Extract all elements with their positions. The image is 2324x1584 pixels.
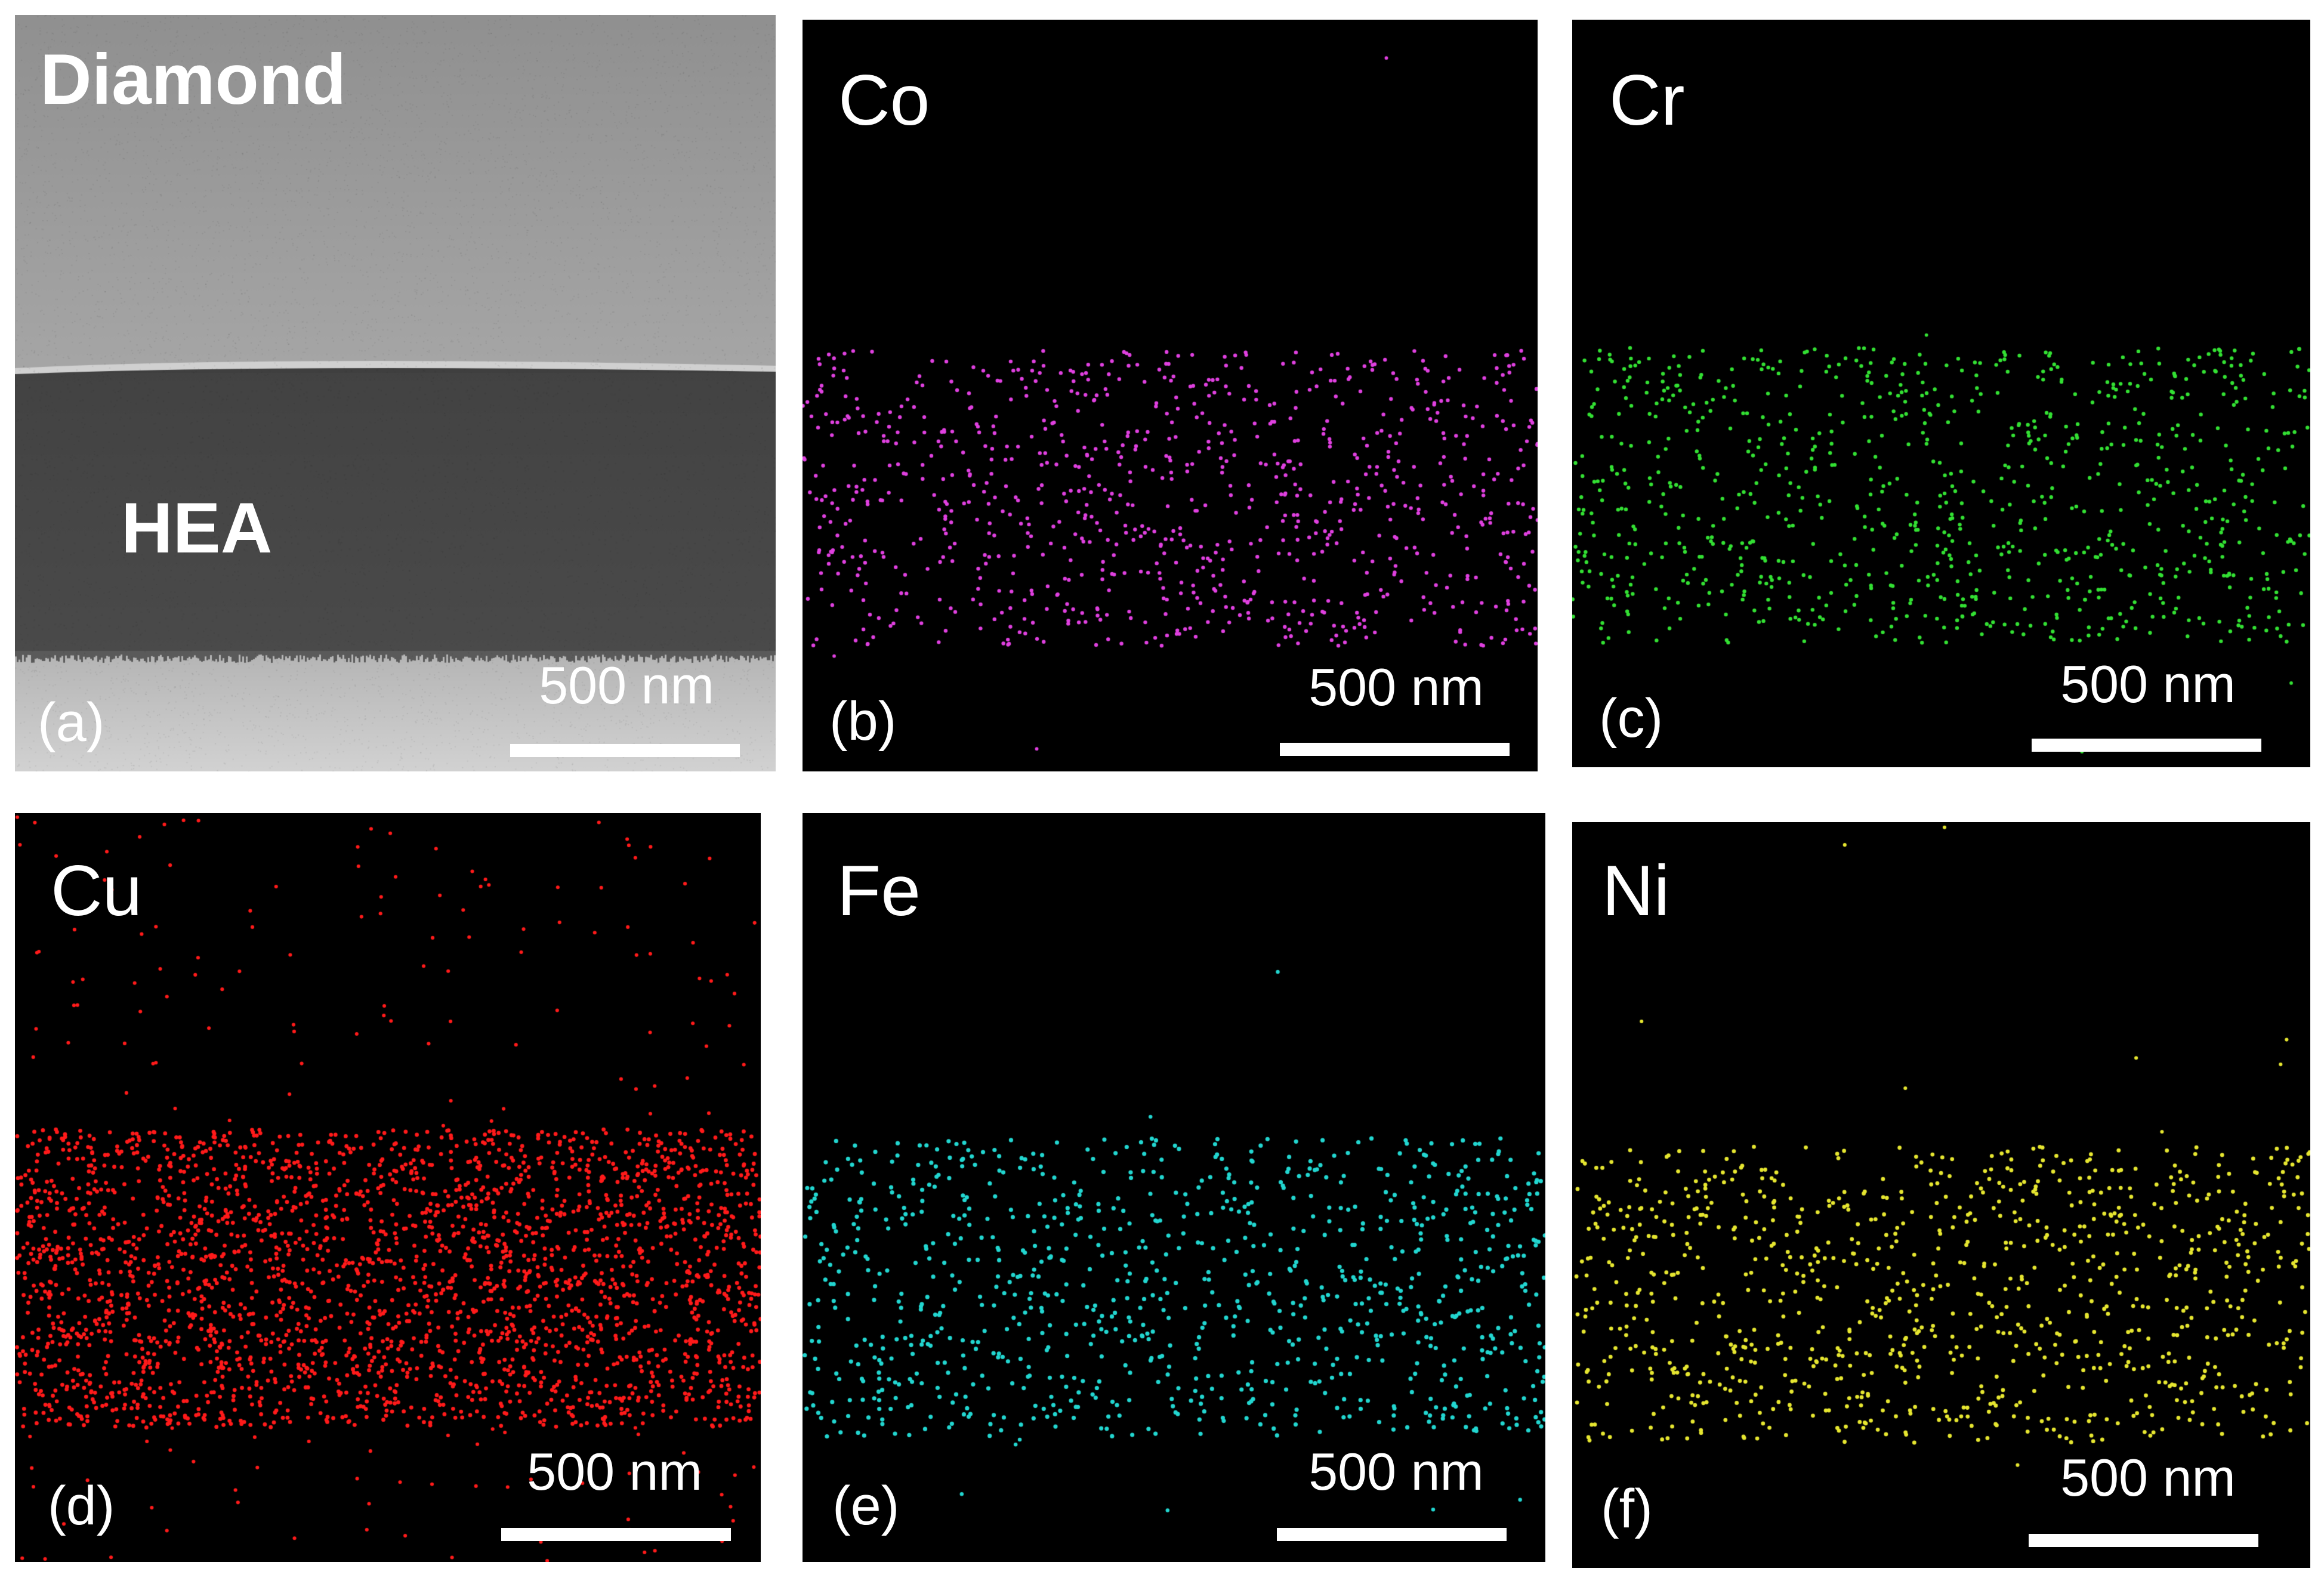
scale-bar — [501, 1528, 731, 1541]
scale-bar-text: 500 nm — [527, 1442, 702, 1501]
panel-label: (b) — [829, 691, 897, 752]
panel-e-fe-map: Fe 500 nm (e) — [803, 813, 1545, 1562]
scale-bar — [1277, 1528, 1507, 1541]
element-label: Cr — [1609, 60, 1685, 140]
element-label: Ni — [1602, 851, 1670, 931]
panel-f-ni-map: Ni 500 nm (f) — [1572, 822, 2310, 1568]
panel-a-stem-image: Diamond HEA 500 nm (a) — [15, 15, 776, 771]
panel-label: (f) — [1601, 1478, 1653, 1539]
panel-label: (d) — [48, 1475, 115, 1536]
scale-bar-text: 500 nm — [539, 656, 714, 715]
element-label: Co — [838, 60, 930, 140]
scale-bar — [2032, 739, 2261, 752]
scale-bar-text: 500 nm — [2060, 1448, 2236, 1507]
element-label: Fe — [837, 851, 921, 931]
cu-dot-map — [15, 813, 761, 1562]
element-label: Cu — [51, 851, 143, 931]
scale-bar-text: 500 nm — [1308, 1442, 1484, 1501]
stem-image-canvas — [15, 15, 776, 771]
ni-dot-map — [1572, 822, 2310, 1568]
scale-bar-text: 500 nm — [2060, 654, 2236, 714]
fe-dot-map — [803, 813, 1545, 1562]
panel-c-cr-map: Cr 500 nm (c) — [1572, 20, 2310, 767]
scale-bar-text: 500 nm — [1308, 657, 1484, 717]
scale-bar — [1280, 743, 1510, 756]
scale-bar — [510, 744, 740, 757]
panel-label: (e) — [832, 1475, 900, 1536]
panel-label: (c) — [1599, 688, 1663, 749]
diamond-label: Diamond — [40, 39, 347, 119]
scale-bar — [2029, 1534, 2258, 1547]
hea-label: HEA — [121, 488, 273, 568]
panel-label: (a) — [38, 692, 105, 753]
co-dot-map — [803, 20, 1538, 771]
cr-dot-map — [1572, 20, 2310, 767]
panel-d-cu-map: Cu 500 nm (d) — [15, 813, 761, 1562]
panel-b-co-map: Co 500 nm (b) — [803, 20, 1538, 771]
